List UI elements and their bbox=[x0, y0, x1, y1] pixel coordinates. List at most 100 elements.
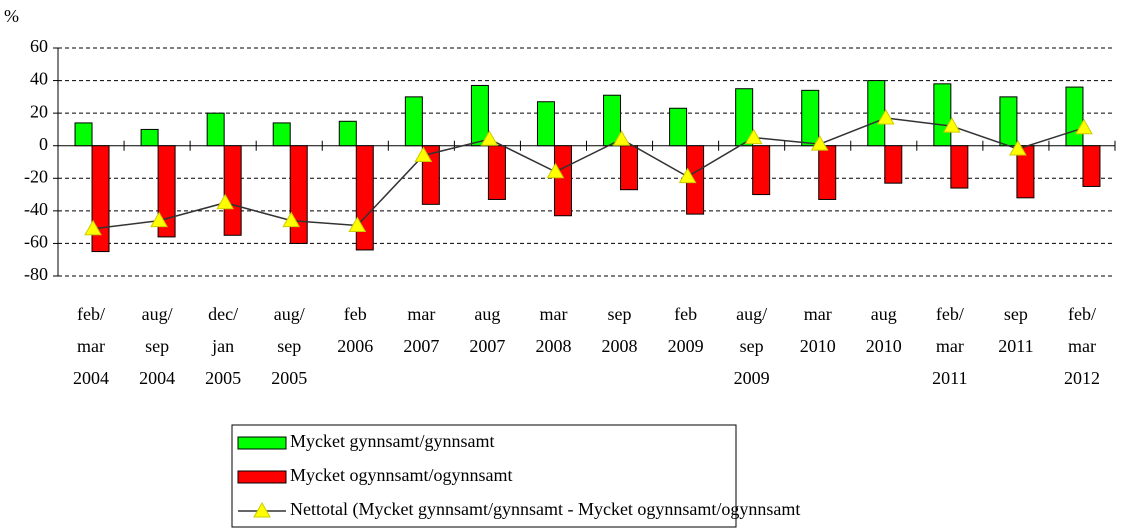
x-tick-label: aug 2007 bbox=[469, 304, 505, 356]
net-marker bbox=[84, 219, 102, 236]
x-tick-line: 2011 bbox=[998, 336, 1033, 356]
x-tick-line: aug bbox=[474, 304, 500, 324]
x-tick-line: dec/ bbox=[208, 304, 238, 324]
y-tick-label: 20 bbox=[30, 101, 48, 121]
x-tick-line: 2006 bbox=[337, 336, 373, 356]
bar bbox=[933, 83, 952, 147]
bar bbox=[1016, 145, 1035, 199]
y-tick-label: -20 bbox=[24, 166, 48, 186]
x-tick-line: 2007 bbox=[403, 336, 439, 356]
x-tick-label: feb/mar 2004 bbox=[73, 304, 109, 388]
x-tick-label: mar 2008 bbox=[535, 304, 571, 356]
bar bbox=[289, 145, 308, 244]
legend-marker bbox=[253, 501, 271, 518]
x-tick-line: 2009 bbox=[734, 368, 770, 388]
bar bbox=[553, 145, 572, 217]
x-tick-line: sep bbox=[608, 304, 632, 324]
x-tick-label: dec/jan 2005 bbox=[205, 304, 241, 388]
x-tick-line: 2004 bbox=[73, 368, 109, 388]
y-tick-label: -60 bbox=[24, 232, 48, 252]
bar bbox=[999, 96, 1018, 147]
x-tick-label: mar 2010 bbox=[800, 304, 836, 356]
x-tick-label: aug 2010 bbox=[866, 304, 902, 356]
legend-swatch bbox=[237, 470, 287, 484]
net-marker bbox=[678, 167, 697, 184]
x-tick-line: 2008 bbox=[602, 336, 638, 356]
x-tick-line: 2005 bbox=[205, 368, 241, 388]
bar bbox=[801, 89, 820, 147]
x-tick-label: aug/sep 2005 bbox=[271, 304, 307, 388]
x-tick-line: 2009 bbox=[668, 336, 704, 356]
x-tick-label: sep 2008 bbox=[602, 304, 638, 356]
bar bbox=[1082, 145, 1101, 187]
legend-label: Mycket gynnsamt/gynnsamt bbox=[290, 431, 494, 451]
bar bbox=[487, 145, 506, 200]
y-axis-label: % bbox=[4, 6, 19, 26]
x-tick-line: feb/ bbox=[1068, 304, 1096, 324]
bar bbox=[140, 128, 159, 147]
x-tick-label: feb/mar 2012 bbox=[1064, 304, 1100, 388]
bar bbox=[1065, 86, 1084, 147]
bar bbox=[157, 145, 176, 238]
x-tick-line: 2012 bbox=[1064, 368, 1100, 388]
x-tick-line: mar bbox=[539, 304, 567, 324]
x-tick-line: mar bbox=[936, 336, 964, 356]
x-tick-label: mar 2007 bbox=[403, 304, 439, 356]
x-tick-line: 2010 bbox=[866, 336, 902, 356]
net-marker bbox=[876, 109, 895, 125]
x-tick-line: sep bbox=[277, 336, 301, 356]
bar bbox=[950, 145, 969, 189]
net-marker bbox=[546, 162, 565, 179]
net-marker bbox=[216, 193, 235, 210]
bar bbox=[91, 145, 110, 253]
bar bbox=[735, 88, 754, 147]
net-marker bbox=[744, 128, 763, 145]
bar bbox=[206, 112, 225, 147]
x-tick-label: aug/sep 2009 bbox=[734, 304, 770, 388]
bar bbox=[669, 107, 688, 147]
net-marker bbox=[348, 216, 367, 233]
x-tick-line: 2010 bbox=[800, 336, 836, 356]
bar bbox=[536, 101, 555, 147]
x-tick-line: jan bbox=[211, 336, 234, 356]
bar bbox=[620, 145, 639, 191]
bar bbox=[223, 145, 242, 236]
x-tick-line: mar bbox=[77, 336, 105, 356]
bar bbox=[272, 122, 291, 147]
x-tick-label: feb/mar 2011 bbox=[932, 304, 967, 388]
x-tick-line: mar bbox=[1068, 336, 1096, 356]
bar bbox=[338, 120, 357, 147]
x-tick-line: 2011 bbox=[932, 368, 967, 388]
y-tick-label: 40 bbox=[30, 69, 48, 89]
x-tick-line: mar bbox=[407, 304, 435, 324]
bar bbox=[867, 80, 886, 147]
x-tick-line: mar bbox=[804, 304, 832, 324]
x-tick-line: sep bbox=[145, 336, 169, 356]
net-marker bbox=[810, 135, 829, 151]
bar bbox=[603, 94, 622, 147]
bar bbox=[470, 84, 489, 147]
x-tick-line: sep bbox=[1004, 304, 1028, 324]
bar bbox=[884, 145, 903, 184]
x-tick-line: sep bbox=[740, 336, 764, 356]
x-tick-line: feb/ bbox=[936, 304, 964, 324]
x-tick-label: sep 2011 bbox=[998, 304, 1033, 356]
bar bbox=[355, 145, 374, 251]
x-tick-line: 2008 bbox=[535, 336, 571, 356]
y-tick-label: 0 bbox=[39, 134, 48, 154]
x-tick-label: feb 2006 bbox=[337, 304, 373, 356]
x-tick-line: aug/ bbox=[142, 304, 173, 324]
x-tick-line: 2007 bbox=[469, 336, 505, 356]
x-tick-label: feb 2009 bbox=[668, 304, 704, 356]
y-tick-label: -40 bbox=[24, 199, 48, 219]
net-marker bbox=[1009, 139, 1027, 156]
net-marker bbox=[150, 211, 168, 228]
y-tick-label: 60 bbox=[30, 36, 48, 56]
legend-label: Mycket ogynnsamt/ogynnsamt bbox=[290, 465, 512, 485]
bar bbox=[818, 145, 837, 200]
legend-box bbox=[231, 424, 737, 528]
net-line bbox=[92, 117, 1085, 230]
net-marker bbox=[1075, 118, 1093, 135]
bar bbox=[404, 96, 423, 147]
